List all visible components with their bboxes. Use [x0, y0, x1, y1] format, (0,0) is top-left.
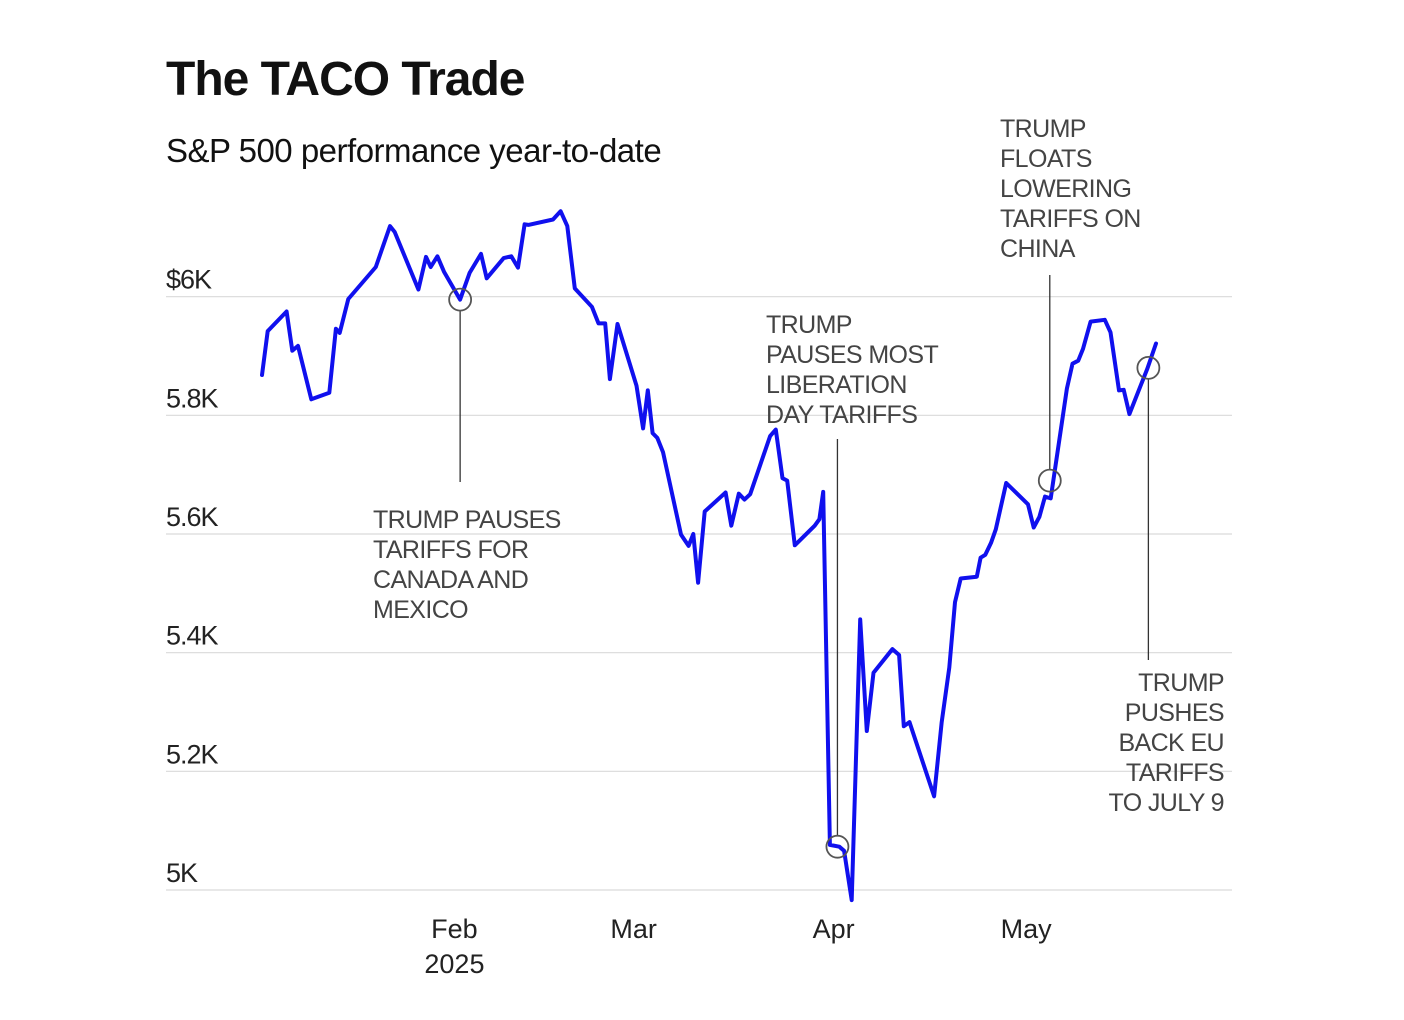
- y-tick-label: $6K: [166, 265, 212, 295]
- annotation-text-line: MEXICO: [373, 596, 468, 624]
- y-axis-ticks: $6K 5.8K 5.6K 5.4K 5.2K 5K: [166, 265, 220, 888]
- annotation-marker: [1136, 355, 1161, 380]
- gridlines: [166, 296, 1232, 891]
- annotation-text-line: CANADA AND: [373, 566, 528, 594]
- annotation-text-line: TARIFFS: [1126, 759, 1224, 787]
- x-tick-label: Apr: [813, 914, 855, 944]
- annotation-text-line: TO JULY 9: [1109, 789, 1225, 817]
- y-tick-label: 5K: [166, 858, 198, 888]
- annotation-text-line: TRUMP: [1000, 115, 1086, 143]
- x-tick-label: May: [1001, 914, 1053, 944]
- y-tick-label: 5.4K: [166, 621, 219, 651]
- annotation-marker: [1037, 468, 1062, 493]
- annotation-text-line: TRUMP: [766, 311, 852, 339]
- x-tick-label: Mar: [610, 914, 657, 944]
- chart-title: The TACO Trade: [166, 53, 525, 106]
- annotation-text-line: TRUMP PAUSES: [373, 506, 561, 534]
- series-line-sp500: [260, 209, 1158, 903]
- annotation-text-line: PUSHES: [1125, 699, 1224, 727]
- annotation-text-line: PAUSES MOST: [766, 341, 938, 369]
- x-tick-year-label: 2025: [424, 949, 484, 979]
- x-tick-label: Feb: [431, 914, 478, 944]
- annotation-text-line: TRUMP: [1138, 669, 1224, 697]
- annotation-text-line: CHINA: [1000, 235, 1076, 263]
- annotation-text-line: LIBERATION: [766, 371, 907, 399]
- annotation-marker: [825, 834, 850, 859]
- annotation-text-line: LOWERING: [1000, 175, 1131, 203]
- annotation-text-line: BACK EU: [1118, 729, 1224, 757]
- y-tick-label: 5.2K: [166, 739, 219, 769]
- annotation-text-line: TARIFFS FOR: [373, 536, 528, 564]
- annotation-text-line: DAY TARIFFS: [766, 401, 917, 429]
- annotation-marker: [448, 287, 473, 312]
- chart-subtitle: S&P 500 performance year-to-date: [166, 132, 662, 169]
- y-tick-label: 5.8K: [166, 383, 219, 413]
- y-tick-label: 5.6K: [166, 502, 219, 532]
- annotation-text-line: FLOATS: [1000, 145, 1092, 173]
- x-axis-ticks: Feb 2025 Mar Apr May: [424, 914, 1052, 979]
- annotation-text-line: TARIFFS ON: [1000, 205, 1141, 233]
- series-layer: [260, 209, 1158, 903]
